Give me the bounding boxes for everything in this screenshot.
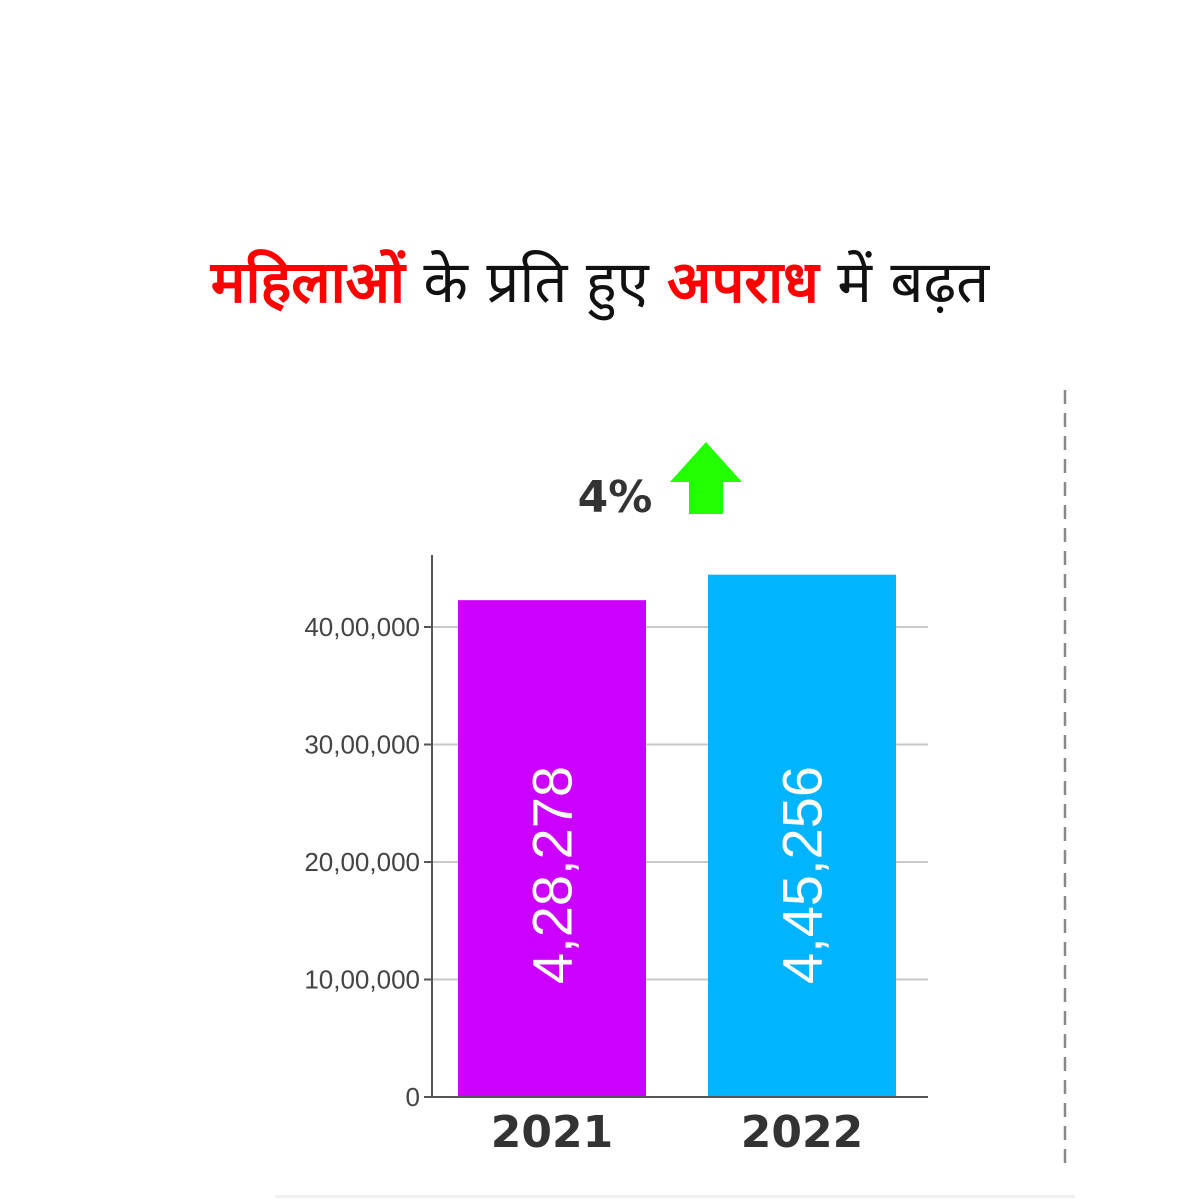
bar-value-label: 4,28,278 [521,766,584,984]
y-tick-label: 10,00,000 [304,965,420,995]
x-axis-labels: 2021 2022 [491,1107,863,1158]
change-percent-label: 4% [578,472,653,523]
bars: 4,28,278 4,45,256 [458,574,896,1097]
chart-title: महिलाओं के प्रति हुए अपराध में बढ़त [0,240,1200,319]
y-tick-label: 0 [406,1082,420,1112]
title-text-increase: में बढ़त [837,248,990,316]
title-highlight-crime: अपराध [667,248,819,316]
title-text-towards: के प्रति हुए [423,248,649,316]
x-category-label: 2021 [491,1107,613,1158]
y-tick-label: 20,00,000 [304,847,420,877]
y-axis-ticks: 0 10,00,000 20,00,000 30,00,000 40,00,000 [304,612,420,1112]
bar-2022 [708,574,896,1097]
bar-value-label: 4,45,256 [771,766,834,984]
x-category-label: 2022 [741,1107,863,1158]
y-tick-label: 40,00,000 [304,612,420,642]
up-arrow-icon [670,442,742,514]
bottom-border [275,1195,1075,1198]
title-highlight-women: महिलाओं [210,248,405,316]
bar-2021 [458,600,646,1097]
y-tick-label: 30,00,000 [304,730,420,760]
